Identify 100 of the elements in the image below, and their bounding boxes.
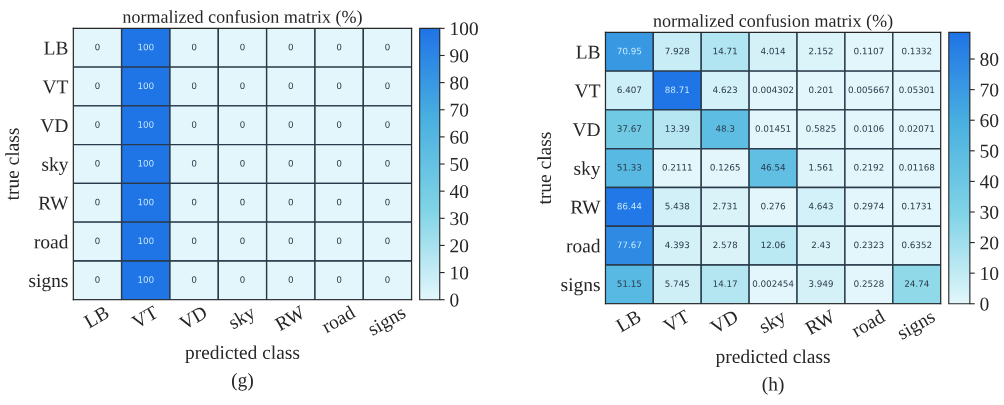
y-tick-label: sky — [574, 161, 601, 180]
y-tick-label: RW — [570, 200, 601, 214]
data-label: 14.71 — [713, 47, 737, 55]
data-label: 2.578 — [713, 241, 738, 249]
data-label: 0.01451 — [755, 125, 791, 132]
data-label: 0 — [191, 276, 197, 283]
data-label: 4.643 — [808, 202, 833, 210]
data-label: 100 — [138, 159, 154, 167]
color-bar-label: 80 — [980, 52, 999, 66]
data-label: 0.201 — [809, 86, 833, 94]
data-label: 0 — [240, 82, 245, 90]
data-label: 0 — [191, 198, 197, 206]
data-label: 2.43 — [811, 241, 831, 249]
data-label: 0.1265 — [710, 164, 740, 171]
data-label: 0 — [288, 198, 293, 206]
data-label: 0 — [191, 121, 197, 128]
x-tick-label: LB — [615, 309, 642, 333]
y-tick-label: LB — [576, 45, 600, 59]
data-label: 0 — [336, 159, 342, 167]
data-label: 0.2974 — [854, 202, 884, 210]
data-label: 0 — [288, 159, 293, 167]
x-axis-title: predicted class — [185, 345, 300, 364]
y-tick-label: VT — [574, 84, 601, 98]
data-label: 2.731 — [713, 202, 737, 210]
data-label: 77.67 — [617, 241, 642, 249]
color-bar-label: 70 — [450, 103, 469, 117]
x-tick-label: LB — [83, 305, 110, 329]
data-label: 0 — [336, 121, 342, 128]
x-tick-label: VD — [709, 309, 740, 335]
data-label: 0 — [191, 43, 197, 51]
data-label: 0 — [385, 237, 390, 245]
data-label: 0 — [240, 276, 245, 283]
y-tick-label: road — [566, 238, 601, 253]
color-bar-label: 40 — [449, 184, 469, 199]
data-label: 100 — [138, 237, 154, 245]
data-label: 4.393 — [665, 241, 690, 249]
color-bar-label: 50 — [980, 144, 999, 158]
data-label: 0 — [95, 43, 100, 51]
data-label: 0 — [191, 159, 197, 167]
x-tick-label: VT — [130, 305, 160, 330]
data-label: 70.95 — [617, 47, 642, 55]
data-label: 48.3 — [715, 125, 735, 132]
data-label: 0 — [336, 237, 342, 245]
color-bar-label: 0 — [450, 293, 459, 307]
data-label: 0.2323 — [854, 241, 884, 249]
x-tick-label: road — [849, 308, 887, 338]
color-bar-label: 90 — [450, 49, 469, 63]
color-bar-label: 30 — [450, 212, 469, 226]
x-tick-label: road — [320, 304, 357, 334]
data-label: 0 — [95, 198, 100, 206]
x-tick-label: VT — [662, 309, 691, 334]
x-axis-title: predicted class — [715, 349, 830, 368]
data-label: 6.407 — [617, 86, 642, 94]
color-bar-label: 50 — [450, 157, 469, 171]
chart-title: normalized confusion matrix (%) — [122, 10, 362, 27]
data-label: 0 — [385, 276, 390, 283]
y-tick-label: signs — [29, 274, 68, 292]
data-label: 0.2111 — [662, 164, 692, 171]
data-label: 0.5825 — [806, 125, 836, 132]
color-bar-label: 40 — [979, 175, 999, 189]
data-label: 0.6352 — [902, 241, 932, 249]
data-label: 0 — [240, 237, 245, 245]
data-label: 0 — [336, 198, 342, 206]
color-bar-label: 10 — [981, 266, 999, 281]
data-label: 0 — [95, 159, 100, 167]
data-label: 0.276 — [761, 202, 786, 210]
text: (h) — [762, 377, 784, 395]
data-label: 0 — [288, 121, 293, 128]
y-tick-label: LB — [44, 41, 68, 55]
data-label: 0 — [288, 237, 293, 245]
data-label: 3.949 — [809, 280, 833, 287]
data-label: 4.014 — [760, 47, 786, 55]
data-label: 0 — [191, 82, 197, 90]
data-label: 0.1731 — [902, 202, 932, 210]
data-label: 100 — [138, 276, 154, 283]
data-label: 0 — [288, 276, 293, 283]
y-tick-label: RW — [38, 196, 69, 210]
data-label: 0 — [95, 121, 100, 128]
data-label: 0.0106 — [854, 125, 884, 132]
data-label: 0 — [385, 121, 390, 128]
data-label: 0 — [191, 237, 197, 245]
color-bar-label: 20 — [450, 239, 469, 253]
data-label: 51.33 — [617, 164, 642, 171]
data-label: 0 — [288, 82, 293, 90]
color-bar-label: 70 — [980, 83, 999, 97]
x-tick-label: sky — [227, 304, 259, 333]
x-tick-label: RW — [804, 309, 837, 336]
data-label: 0 — [385, 43, 390, 51]
y-tick-label: VD — [572, 123, 600, 137]
data-label: 0 — [385, 159, 390, 167]
x-tick-label: sky — [757, 308, 790, 338]
chart-title: normalized confusion matrix (%) — [653, 14, 893, 31]
data-label: 0 — [240, 198, 245, 206]
text: (g) — [231, 372, 253, 391]
data-label: 0 — [288, 43, 293, 51]
data-label: 0 — [385, 82, 390, 90]
color-bar-label: 0 — [980, 297, 989, 311]
data-label: 0.1332 — [902, 47, 932, 55]
x-tick-label: signs — [366, 305, 409, 340]
color-bar-label: 100 — [451, 22, 478, 36]
